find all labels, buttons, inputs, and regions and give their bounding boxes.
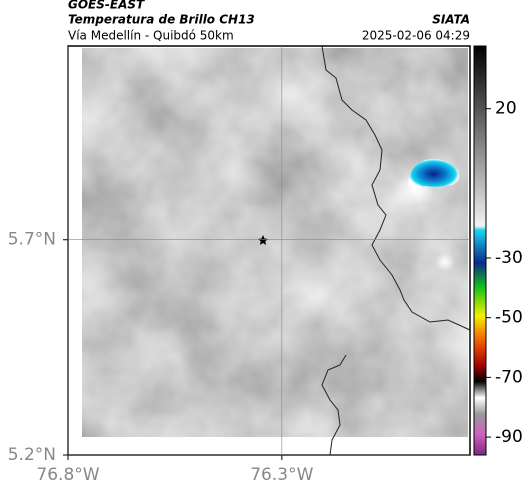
satellite-label: GOES-EAST bbox=[68, 0, 145, 12]
colorbar-tick-label: -70 bbox=[495, 367, 523, 387]
map-subtitle: Vía Medellín - Quibdó 50km bbox=[68, 29, 234, 43]
x-tick-label: 76.3°W bbox=[250, 465, 313, 485]
map-title: Temperatura de Brillo CH13 bbox=[68, 13, 255, 27]
colorbar bbox=[473, 45, 487, 456]
x-tick-label: 76.8°W bbox=[36, 465, 99, 485]
source-label: SIATA bbox=[432, 13, 470, 27]
timestamp: 2025-02-06 04:29 bbox=[362, 29, 470, 43]
colorbar-tick-label: -50 bbox=[495, 308, 523, 328]
borders bbox=[321, 45, 471, 456]
y-tick-label: 5.2°N bbox=[8, 445, 56, 465]
colorbar-tick-label: -90 bbox=[495, 427, 523, 447]
colorbar-tick-label: -30 bbox=[495, 248, 523, 268]
map-image bbox=[82, 48, 468, 437]
y-tick-label: 5.7°N bbox=[8, 230, 56, 250]
colorbar-tick-label: 20 bbox=[495, 99, 517, 119]
